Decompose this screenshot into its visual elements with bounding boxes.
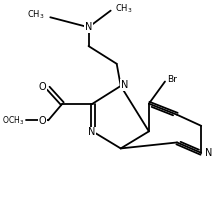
Text: N: N: [205, 148, 212, 158]
Text: CH$_3$: CH$_3$: [115, 2, 132, 15]
Text: O: O: [39, 82, 46, 92]
Text: N: N: [88, 127, 95, 138]
Text: N: N: [85, 22, 92, 32]
Text: Br: Br: [167, 75, 177, 84]
Text: N: N: [121, 80, 128, 90]
Text: O: O: [39, 116, 46, 126]
Text: OCH$_3$: OCH$_3$: [2, 114, 24, 127]
Text: CH$_3$: CH$_3$: [27, 9, 44, 21]
